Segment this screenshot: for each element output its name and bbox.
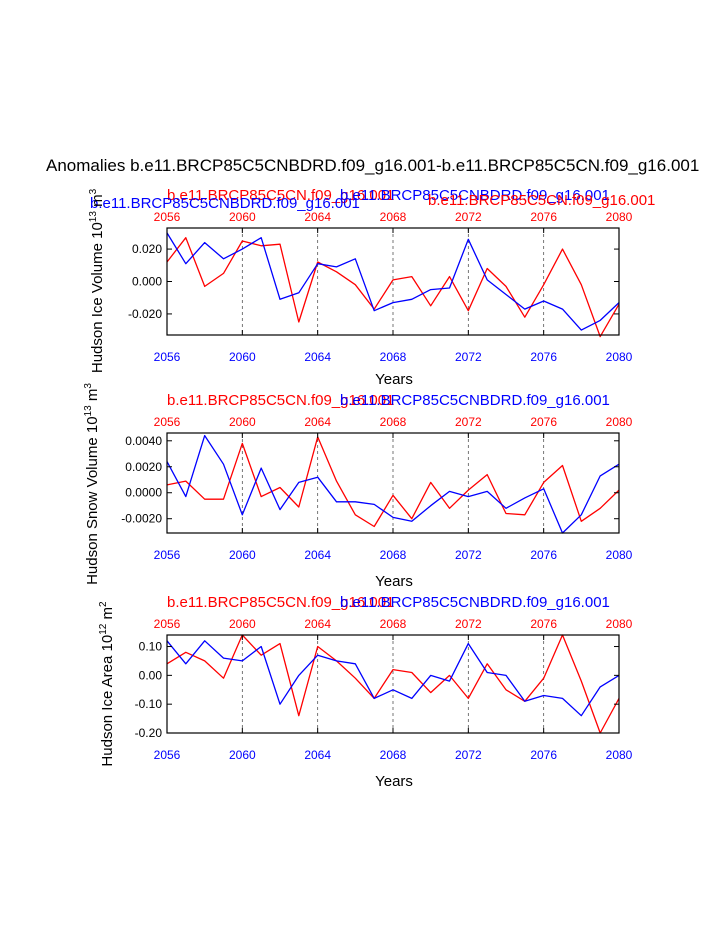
panel-2-xtick-label-top: 2076 <box>530 415 557 429</box>
panel-3-ylabel-part-0: Hudson Ice Area 10 <box>99 635 116 767</box>
panel-3-ylabel-part-2: m <box>99 607 116 624</box>
panel-2-series-blue <box>166 434 620 534</box>
panel-1-xtick-label-bottom: 2072 <box>455 350 482 364</box>
panel-2-xtick-label-top: 2068 <box>380 415 407 429</box>
panel-3-xtick-label-top: 2056 <box>154 617 181 631</box>
panel-2-ylabel-part-1: 13 <box>83 405 94 417</box>
panel-2-ylabel-part-2: m <box>84 389 101 406</box>
panel-1-xtick-label-bottom: 2068 <box>380 350 407 364</box>
panel-3-ytick-label: -0.20 <box>135 726 163 740</box>
panel-1-ylabel-part-1: 13 <box>88 211 99 223</box>
panel-2-xtick-label-top: 2080 <box>606 415 633 429</box>
panel-2-xtick-label-bottom: 2056 <box>154 548 181 562</box>
panel-3-xtick-label-top: 2060 <box>229 617 256 631</box>
panel-1-xtick-label-top: 2072 <box>455 210 482 224</box>
panel-3-ylabel: Hudson Ice Area 1012 m2 <box>98 601 116 767</box>
panel-2-xtick-label-bottom: 2064 <box>304 548 331 562</box>
panel-2-ylabel: Hudson Snow Volume 1013 m3 <box>83 383 101 585</box>
panel-2-series-red <box>166 436 620 528</box>
panel-3-label-1: b.e11.BRCP85C5CN.f09_g16.001 <box>167 594 394 611</box>
panel-3-xtick-label-top: 2064 <box>304 617 331 631</box>
panel-1-ylabel-part-2: m <box>89 194 106 211</box>
panel-3-series-blue <box>166 640 620 717</box>
panel-3-xtick-label-bottom: 2076 <box>530 748 557 762</box>
panel-1-label-3: b.e11.BRCP85C5CNBDRD.f09_g16.001 <box>90 195 360 212</box>
panel-1-label-4: b.e11.BRCP85C5CN.f09_g16.001 <box>428 192 655 209</box>
panel-1-series-red <box>166 237 620 338</box>
panel-1-xtick-label-top: 2080 <box>606 210 633 224</box>
panel-1-xlabel: Years <box>375 371 413 388</box>
panel-3-xtick-label-top: 2072 <box>455 617 482 631</box>
panel-1-ytick-label: 0.000 <box>132 275 162 289</box>
panel-1-xtick-label-bottom: 2060 <box>229 350 256 364</box>
panel-2-xtick-label-bottom: 2080 <box>606 548 633 562</box>
panel-2-ytick-label: 0.0040 <box>125 434 162 448</box>
panel-2-xtick-label-top: 2064 <box>304 415 331 429</box>
panel-1-xtick-label-top: 2056 <box>154 210 181 224</box>
panel-2-label-2: b.e11.BRCP85C5CNBDRD.f09_g16.001 <box>340 392 610 409</box>
panel-3-xlabel: Years <box>375 773 413 790</box>
panel-2-ylabel-part-0: Hudson Snow Volume 10 <box>84 416 101 584</box>
panel-3-ylabel-part-1: 12 <box>98 623 109 635</box>
panel-1-xtick-label-top: 2060 <box>229 210 256 224</box>
panel-3-xtick-label-top: 2080 <box>606 617 633 631</box>
panel-3-ytick-label: 0.10 <box>139 640 163 654</box>
panel-2-xtick-label-top: 2056 <box>154 415 181 429</box>
panel-2-label-1: b.e11.BRCP85C5CN.f09_g16.001 <box>167 392 394 409</box>
panel-2-xtick-label-bottom: 2060 <box>229 548 256 562</box>
panel-1-xtick-label-bottom: 2076 <box>530 350 557 364</box>
panel-3-xtick-label-bottom: 2068 <box>380 748 407 762</box>
panel-2-xtick-label-bottom: 2068 <box>380 548 407 562</box>
panel-3-xtick-label-bottom: 2064 <box>304 748 331 762</box>
panel-1-xtick-label-bottom: 2080 <box>606 350 633 364</box>
panel-3-xtick-label-bottom: 2072 <box>455 748 482 762</box>
panel-1-label-1: b.e11.BRCP85C5CN.f09_g16.001 <box>167 187 394 204</box>
panel-1-series-blue <box>166 232 620 331</box>
panel-1-xtick-label-top: 2064 <box>304 210 331 224</box>
panel-3-xtick-label-top: 2076 <box>530 617 557 631</box>
panel-2-ylabel-part-3: 3 <box>83 383 94 389</box>
panel-1-ytick-label: -0.020 <box>128 307 162 321</box>
panel-1-xtick-label-bottom: 2064 <box>304 350 331 364</box>
page-title: Anomalies b.e11.BRCP85C5CNBDRD.f09_g16.0… <box>46 156 700 175</box>
panel-3-xtick-label-top: 2068 <box>380 617 407 631</box>
panel-1-xtick-label-top: 2068 <box>380 210 407 224</box>
panel-1-ylabel: Hudson Ice Volume 1013 m3 <box>88 188 106 373</box>
panel-3-ytick-label: 0.00 <box>139 668 163 682</box>
panel-2-ytick-label: -0.0020 <box>121 512 162 526</box>
panel-2-xtick-label-bottom: 2072 <box>455 548 482 562</box>
panel-1-ylabel-part-3: 3 <box>88 188 99 194</box>
panel-1-xtick-label-top: 2076 <box>530 210 557 224</box>
panel-3-xtick-label-bottom: 2056 <box>154 748 181 762</box>
panel-1-ylabel-part-0: Hudson Ice Volume 10 <box>89 222 106 373</box>
panel-2-xlabel: Years <box>375 573 413 590</box>
panel-2-xtick-label-top: 2072 <box>455 415 482 429</box>
panel-3-ytick-label: -0.10 <box>135 697 163 711</box>
panel-3-xtick-label-bottom: 2060 <box>229 748 256 762</box>
panel-1-xtick-label-bottom: 2056 <box>154 350 181 364</box>
panel-2-xtick-label-top: 2060 <box>229 415 256 429</box>
panel-3-xtick-label-bottom: 2080 <box>606 748 633 762</box>
panel-2-ytick-label: 0.0000 <box>125 486 162 500</box>
panel-1-label-2: b.e11.BRCP85C5CNBDRD.f09_g16.001 <box>340 187 610 204</box>
panel-3-label-2: b.e11.BRCP85C5CNBDRD.f09_g16.001 <box>340 594 610 611</box>
panel-2-xtick-label-bottom: 2076 <box>530 548 557 562</box>
panel-3-ylabel-part-3: 2 <box>98 601 109 607</box>
panel-1-ytick-label: 0.020 <box>132 242 162 256</box>
panel-2-ytick-label: 0.0020 <box>125 460 162 474</box>
